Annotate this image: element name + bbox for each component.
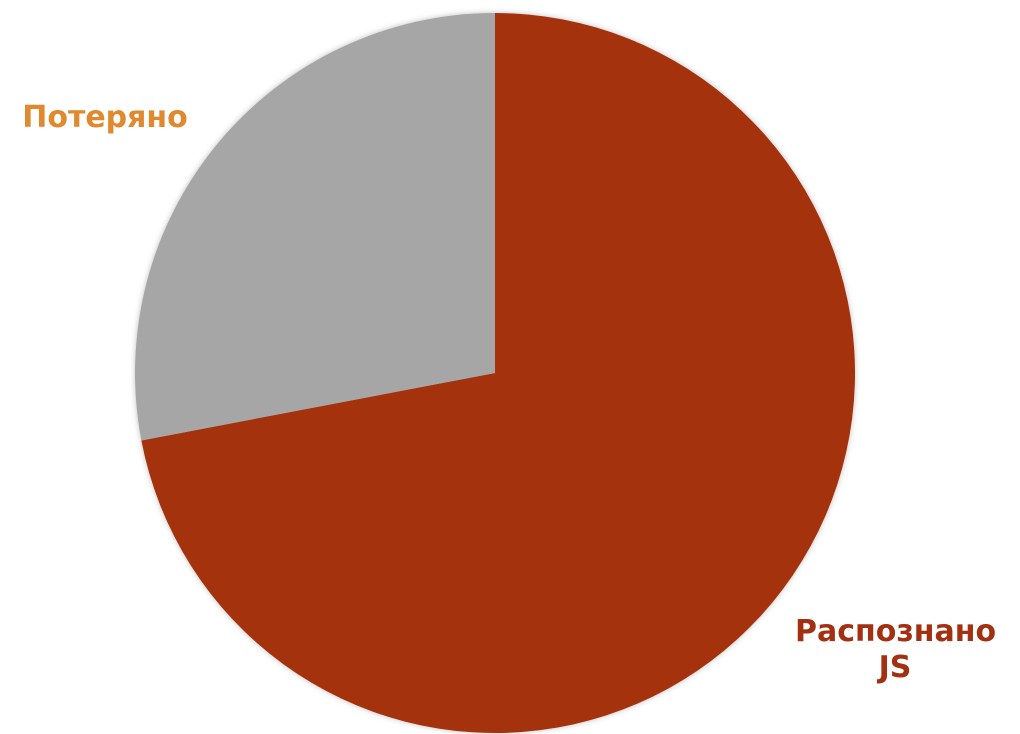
slice-label: Потеряно: [22, 100, 188, 135]
pie-slice: [134, 13, 495, 441]
pie: [134, 13, 856, 733]
pie-slice: [141, 13, 856, 733]
slice-label: Распознано JS: [795, 614, 997, 685]
